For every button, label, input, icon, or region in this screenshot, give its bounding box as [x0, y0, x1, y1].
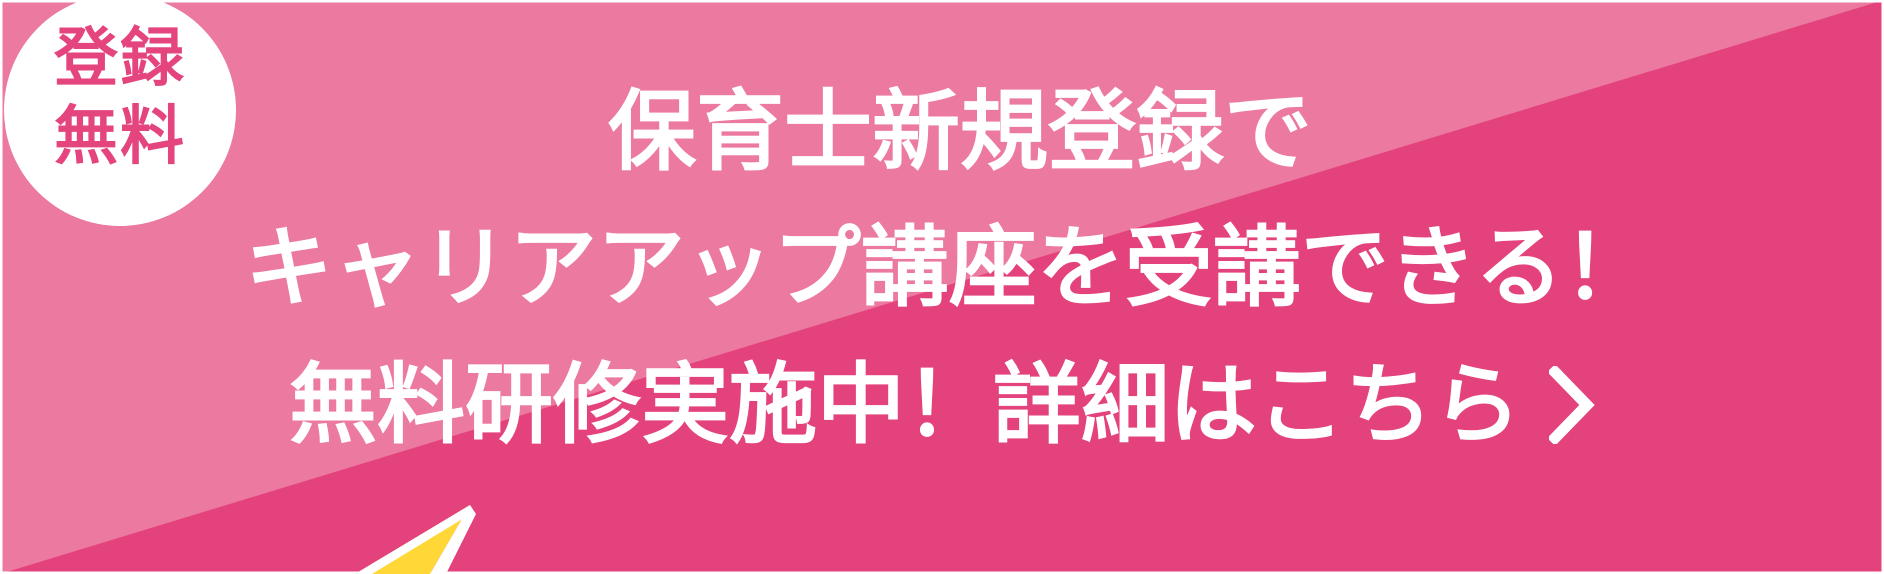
headline-line-2: キャリアアップ講座を受講できる！: [244, 216, 1652, 319]
badge-text-registration: 登録: [54, 22, 186, 96]
pencil-tip-icon: [355, 505, 476, 574]
headline-line-3: 無料研修実施中！詳細はこちら: [288, 353, 1521, 456]
cta-link[interactable]: 無料研修実施中！詳細はこちら: [0, 355, 1884, 455]
badge-text-free: 無料: [54, 100, 186, 174]
free-registration-badge: 登録 無料: [4, 0, 236, 226]
chevron-right-icon: [1549, 366, 1595, 444]
headline-line-1: 保育士新規登録で: [607, 80, 1312, 183]
